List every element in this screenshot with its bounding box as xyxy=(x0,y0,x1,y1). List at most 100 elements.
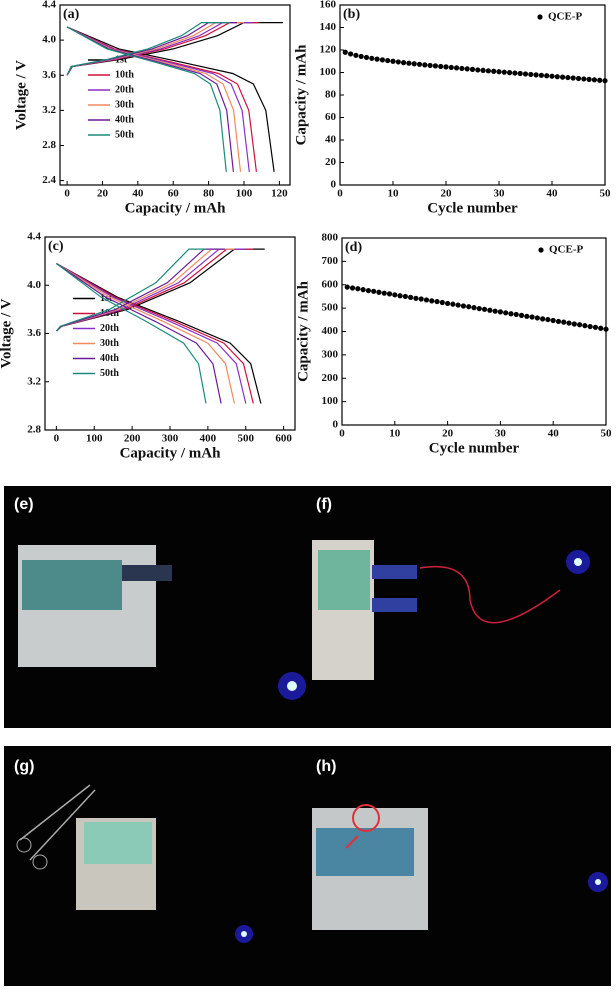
panel-label: (f) xyxy=(316,496,332,513)
point xyxy=(480,67,486,73)
point xyxy=(443,64,449,70)
tab xyxy=(122,565,172,581)
y-tick-label: 120 xyxy=(320,44,337,56)
y-tick-label: 300 xyxy=(322,348,339,360)
point xyxy=(592,324,599,330)
curve xyxy=(55,248,225,404)
point xyxy=(439,299,445,306)
point xyxy=(418,296,424,302)
point xyxy=(371,288,377,294)
point xyxy=(581,76,587,82)
x-tick-label: 500 xyxy=(238,433,255,445)
point xyxy=(344,284,350,290)
point xyxy=(471,305,477,311)
point xyxy=(550,317,556,324)
x-tick-label: 80 xyxy=(203,188,215,200)
x-tick-label: 0 xyxy=(64,188,70,200)
y-tick-label: 2.8 xyxy=(27,424,41,436)
point xyxy=(518,312,525,318)
legend-label: 40th xyxy=(115,114,134,125)
curve xyxy=(55,248,265,404)
curve xyxy=(66,22,230,172)
photos: (e) (f) (g) (h) xyxy=(4,486,611,986)
point xyxy=(566,320,572,326)
curve xyxy=(66,22,244,172)
point xyxy=(363,54,370,61)
x-axis-label: Capacity / mAh xyxy=(120,445,221,461)
y-axis-label: Voltage / V xyxy=(13,60,29,130)
point xyxy=(603,326,609,332)
point xyxy=(540,316,546,322)
x-tick-label: 0 xyxy=(337,188,343,200)
point xyxy=(513,311,519,318)
y-tick-label: 60 xyxy=(325,111,337,123)
point xyxy=(485,68,491,74)
point xyxy=(348,51,354,57)
y-tick-label: 160 xyxy=(320,0,337,11)
point xyxy=(598,325,604,331)
x-tick-label: 20 xyxy=(442,428,454,440)
panel-label: (h) xyxy=(316,758,336,775)
point xyxy=(413,295,419,301)
point xyxy=(376,289,382,295)
point xyxy=(395,59,401,65)
point xyxy=(586,76,592,82)
point xyxy=(575,75,582,82)
electrolyte xyxy=(22,560,122,610)
x-tick-label: 60 xyxy=(168,188,180,200)
y-tick-label: 3.6 xyxy=(42,69,56,81)
led-core xyxy=(241,931,247,937)
point xyxy=(429,298,435,304)
legend-label: 1st xyxy=(100,293,113,304)
point xyxy=(503,310,509,316)
point xyxy=(469,66,476,72)
point xyxy=(365,287,371,294)
legend-label: 50th xyxy=(100,368,119,379)
point xyxy=(397,293,403,299)
point xyxy=(358,53,364,60)
point xyxy=(466,304,472,310)
panel-label: (a) xyxy=(63,7,80,22)
point xyxy=(401,60,407,66)
point xyxy=(549,73,555,79)
y-tick-label: 3.2 xyxy=(42,104,56,116)
curve xyxy=(55,248,247,404)
point xyxy=(591,77,598,83)
point xyxy=(492,308,498,314)
y-tick-label: 4.0 xyxy=(42,34,56,46)
y-tick-label: 4.0 xyxy=(27,279,41,291)
point xyxy=(533,72,539,78)
tab xyxy=(372,565,417,579)
panel-label: (d) xyxy=(345,240,362,255)
point xyxy=(402,293,408,300)
arrow xyxy=(345,835,359,849)
electrolyte xyxy=(316,828,414,876)
y-tick-label: 4.4 xyxy=(42,0,56,11)
point xyxy=(587,323,593,330)
legend-label: 50th xyxy=(115,129,134,140)
point xyxy=(392,292,398,298)
led-core xyxy=(574,558,582,566)
y-tick-label: 20 xyxy=(325,156,337,168)
y-axis-label: Capacity / mAh xyxy=(293,44,309,145)
point xyxy=(450,301,456,307)
point xyxy=(390,58,396,64)
legend-label: 1st xyxy=(115,54,128,65)
point xyxy=(571,321,577,327)
point xyxy=(582,323,588,329)
point xyxy=(353,52,359,58)
point xyxy=(497,309,503,315)
curve xyxy=(55,248,235,404)
y-tick-label: 3.6 xyxy=(27,327,41,339)
point xyxy=(555,318,562,325)
point xyxy=(406,60,412,66)
electrolyte xyxy=(318,550,370,610)
point xyxy=(529,314,535,320)
y-tick-label: 3.2 xyxy=(27,375,41,387)
panel-label: (c) xyxy=(48,239,64,254)
x-tick-label: 40 xyxy=(548,428,560,440)
x-tick-label: 120 xyxy=(271,188,288,200)
point xyxy=(577,322,583,328)
point xyxy=(386,291,393,297)
